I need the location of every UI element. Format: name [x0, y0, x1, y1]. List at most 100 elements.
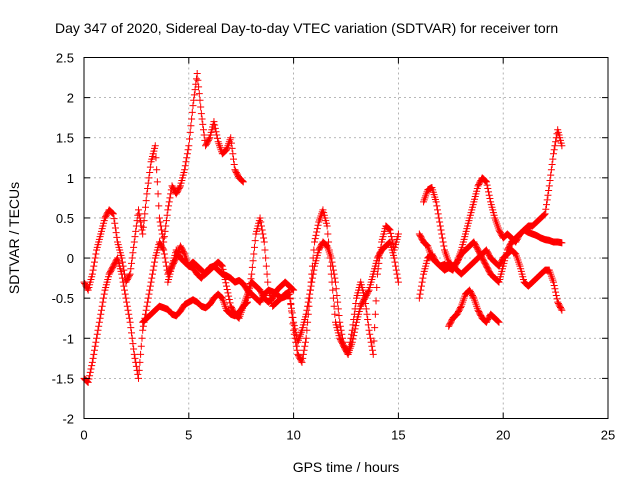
- data-point: [95, 318, 103, 326]
- data-point: [332, 285, 340, 293]
- data-point: [154, 190, 162, 198]
- data-point: [550, 278, 558, 286]
- y-tick-label: 2: [67, 91, 74, 106]
- data-point: [150, 262, 158, 270]
- data-point: [151, 142, 159, 150]
- data-point: [125, 271, 133, 279]
- data-point: [125, 310, 133, 318]
- data-point: [180, 249, 188, 257]
- data-point: [336, 322, 344, 330]
- data-point: [144, 298, 152, 306]
- data-point: [552, 291, 560, 299]
- data-point: [88, 270, 96, 278]
- data-point: [416, 290, 424, 298]
- data-point: [144, 294, 152, 302]
- data-point: [121, 286, 129, 294]
- data-point: [158, 226, 166, 234]
- data-point: [550, 281, 558, 289]
- data-point: [159, 245, 167, 253]
- data-point: [225, 292, 233, 300]
- data-point: [213, 134, 221, 142]
- data-point: [249, 257, 257, 265]
- data-point: [485, 188, 493, 196]
- y-tick-label: -2: [62, 412, 74, 427]
- data-point: [373, 283, 381, 291]
- data-point: [243, 299, 251, 307]
- data-point: [469, 293, 477, 301]
- data-point: [293, 346, 301, 354]
- data-point: [364, 316, 372, 324]
- data-point: [244, 293, 252, 301]
- data-point: [481, 177, 489, 185]
- data-point: [551, 285, 559, 293]
- data-point: [366, 330, 374, 338]
- data-point: [433, 202, 441, 210]
- chart-title: Day 347 of 2020, Sidereal Day-to-day VTE…: [55, 20, 558, 36]
- data-point: [558, 142, 566, 150]
- data-point: [218, 261, 226, 269]
- data-point: [230, 160, 238, 168]
- data-point: [145, 290, 153, 298]
- data-point: [385, 225, 393, 233]
- data-point: [188, 108, 196, 116]
- data-point: [437, 226, 445, 234]
- data-point: [88, 362, 96, 370]
- data-point: [228, 144, 236, 152]
- data-point: [290, 322, 298, 330]
- data-point: [183, 150, 191, 158]
- data-point: [200, 131, 208, 139]
- data-point: [95, 322, 103, 330]
- data-point: [246, 279, 254, 287]
- data-point: [550, 146, 558, 154]
- data-point: [205, 135, 213, 143]
- data-point: [300, 346, 308, 354]
- data-point: [113, 255, 121, 263]
- data-point: [365, 326, 373, 334]
- data-point: [256, 214, 264, 222]
- data-point: [140, 217, 148, 225]
- data-point: [166, 194, 174, 202]
- data-point: [419, 274, 427, 282]
- data-point: [313, 228, 321, 236]
- data-point: [332, 278, 340, 286]
- data-point: [385, 225, 393, 233]
- data-point: [176, 183, 184, 191]
- data-point: [369, 350, 377, 358]
- data-point: [91, 342, 99, 350]
- data-point: [370, 337, 378, 345]
- y-tick-label: 1: [67, 171, 74, 186]
- data-point: [111, 219, 119, 227]
- data-point: [194, 76, 202, 84]
- data-point: [394, 278, 402, 286]
- data-point: [545, 182, 553, 190]
- data-point: [137, 218, 145, 226]
- data-point: [141, 210, 149, 218]
- data-point: [311, 235, 319, 243]
- plot-frame: [83, 57, 609, 419]
- data-point: [130, 350, 138, 358]
- data-point: [541, 210, 549, 218]
- data-point: [142, 197, 150, 205]
- data-point: [193, 70, 201, 78]
- data-point: [337, 326, 345, 334]
- data-point: [350, 328, 358, 336]
- data-point: [91, 254, 99, 262]
- data-point: [183, 154, 191, 162]
- data-point: [160, 246, 168, 254]
- data-point: [242, 300, 250, 308]
- data-point: [130, 243, 138, 251]
- data-point: [127, 265, 135, 273]
- data-point: [181, 162, 189, 170]
- data-point: [248, 270, 256, 278]
- data-point: [394, 230, 402, 238]
- data-point: [218, 262, 226, 270]
- data-point: [298, 358, 306, 366]
- data-point: [155, 214, 163, 222]
- data-point: [438, 234, 446, 242]
- data-point: [287, 300, 295, 308]
- data-point: [436, 218, 444, 226]
- data-point: [99, 298, 107, 306]
- data-point: [369, 346, 377, 354]
- data-point: [146, 163, 154, 171]
